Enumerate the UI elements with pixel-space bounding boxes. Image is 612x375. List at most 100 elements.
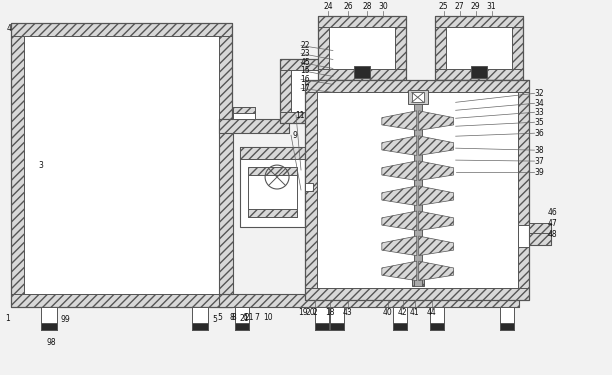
Bar	[10, 22, 232, 306]
Bar	[305, 92, 317, 288]
Bar	[435, 27, 446, 69]
Polygon shape	[419, 236, 453, 256]
Bar	[219, 119, 289, 133]
Bar	[192, 306, 208, 330]
Bar	[40, 324, 56, 330]
Text: 29: 29	[471, 2, 480, 11]
Bar	[446, 27, 512, 69]
Bar	[518, 225, 529, 247]
Text: 22: 22	[300, 41, 310, 50]
Text: 21: 21	[244, 313, 253, 322]
Text: 33: 33	[535, 108, 544, 117]
Bar	[280, 60, 332, 70]
Text: 37: 37	[535, 157, 544, 166]
Bar	[240, 147, 305, 159]
Text: 98: 98	[47, 338, 56, 347]
Polygon shape	[419, 161, 453, 180]
Polygon shape	[382, 211, 417, 231]
Bar	[412, 92, 424, 102]
Bar	[219, 119, 233, 294]
Bar	[499, 306, 513, 330]
Bar	[393, 324, 407, 330]
Bar	[240, 147, 305, 159]
Text: 8: 8	[230, 313, 234, 322]
Bar	[248, 209, 297, 217]
Polygon shape	[382, 161, 417, 180]
Polygon shape	[419, 261, 453, 280]
Text: 15: 15	[300, 66, 310, 75]
Bar	[315, 306, 329, 330]
Text: 38: 38	[535, 146, 544, 154]
Text: 5: 5	[217, 313, 222, 322]
Bar	[280, 70, 291, 112]
Text: 6: 6	[242, 313, 247, 322]
Text: 25: 25	[439, 2, 449, 11]
Bar	[317, 92, 518, 288]
Text: 32: 32	[535, 89, 544, 98]
Text: 21: 21	[239, 314, 248, 323]
Bar	[219, 119, 233, 294]
Text: 18: 18	[325, 308, 335, 317]
Text: 11: 11	[295, 111, 305, 120]
Bar	[291, 70, 321, 112]
Bar	[305, 80, 529, 92]
Bar	[393, 306, 407, 330]
Bar	[414, 100, 422, 286]
Text: 2: 2	[313, 308, 318, 317]
Bar	[248, 169, 297, 217]
Bar	[10, 294, 232, 306]
Text: 34: 34	[535, 99, 544, 108]
Bar	[280, 60, 332, 123]
Bar	[192, 324, 208, 330]
Bar	[219, 119, 289, 133]
Text: 5: 5	[212, 315, 217, 324]
Bar	[305, 288, 529, 300]
Text: 1: 1	[6, 314, 10, 323]
Text: 48: 48	[548, 230, 557, 239]
Bar	[318, 16, 406, 80]
Bar	[305, 183, 313, 191]
Bar	[518, 92, 529, 288]
Polygon shape	[382, 236, 417, 256]
Bar	[435, 16, 523, 80]
Text: 19: 19	[298, 308, 308, 317]
Bar	[330, 324, 344, 330]
Bar	[240, 147, 305, 227]
Bar	[219, 36, 232, 294]
Text: 99: 99	[61, 315, 70, 324]
Bar	[235, 324, 249, 330]
Bar	[40, 306, 56, 330]
Bar	[318, 27, 329, 69]
Bar	[219, 294, 518, 306]
Text: 10: 10	[263, 313, 273, 322]
Bar	[529, 227, 551, 245]
Text: 46: 46	[548, 209, 557, 218]
Bar	[395, 27, 406, 69]
Text: 36: 36	[535, 129, 544, 138]
Bar	[233, 107, 255, 113]
Text: 40: 40	[383, 308, 393, 317]
Bar	[305, 80, 529, 300]
Bar	[24, 36, 219, 294]
Bar	[512, 27, 523, 69]
Polygon shape	[419, 186, 453, 206]
Bar	[471, 66, 487, 78]
Text: 27: 27	[455, 2, 465, 11]
Text: 47: 47	[548, 219, 557, 228]
Text: 44: 44	[427, 308, 436, 317]
Text: 31: 31	[487, 2, 496, 11]
Bar	[219, 294, 518, 306]
Text: 16: 16	[300, 75, 310, 84]
Text: 3: 3	[39, 160, 43, 170]
Text: 9: 9	[293, 131, 297, 140]
Bar	[499, 324, 513, 330]
Bar	[529, 223, 551, 233]
Bar	[430, 306, 444, 330]
Text: 8: 8	[232, 313, 237, 322]
Bar	[354, 66, 370, 78]
Bar	[329, 27, 395, 69]
Text: 24: 24	[323, 2, 333, 11]
Bar	[435, 69, 523, 80]
Text: 26: 26	[343, 2, 353, 11]
Bar	[233, 107, 255, 119]
